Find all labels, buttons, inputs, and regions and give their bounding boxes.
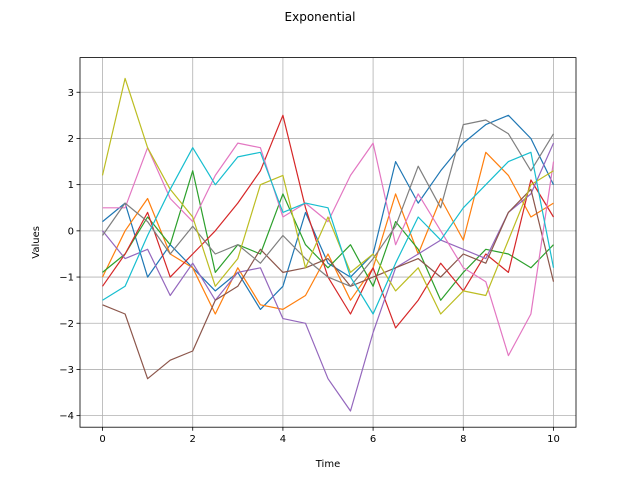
- plot-area-frame: [79, 57, 577, 428]
- y-tick-label: −4: [59, 411, 74, 422]
- series-line-1: [102, 114, 555, 310]
- x-axis-ticks: 0 2 4 6 8 10: [99, 427, 560, 445]
- grid: [80, 57, 576, 428]
- y-axis-ticks: −4 −3 −2 −1 0 1 2 3: [59, 88, 80, 422]
- y-axis-label: Values: [31, 226, 42, 259]
- series-line-2: [101, 151, 554, 315]
- series-line-5: [102, 142, 555, 412]
- series-line-7: [102, 142, 555, 357]
- y-tick-label: −2: [59, 319, 74, 330]
- series-line-10: [102, 147, 555, 315]
- series-line-9: [101, 77, 554, 315]
- series-lines: [101, 77, 555, 412]
- y-tick-label: −3: [59, 365, 74, 376]
- chart-title: Exponential: [285, 10, 356, 24]
- series-line-3: [102, 170, 554, 301]
- series-line-8: [102, 119, 555, 287]
- x-tick-label: 4: [280, 434, 286, 445]
- x-tick-label: 10: [547, 434, 560, 445]
- y-tick-label: 3: [68, 88, 74, 99]
- series-line-6: [102, 188, 555, 380]
- x-tick-label: 8: [460, 434, 466, 445]
- x-tick-label: 6: [370, 434, 376, 445]
- y-tick-label: −1: [59, 273, 74, 284]
- x-tick-label: 2: [190, 434, 196, 445]
- x-tick-label: 0: [99, 434, 105, 445]
- y-tick-label: 2: [68, 134, 74, 145]
- x-axis-label: Time: [315, 459, 340, 470]
- y-tick-label: 0: [68, 226, 74, 237]
- y-tick-label: 1: [68, 180, 74, 191]
